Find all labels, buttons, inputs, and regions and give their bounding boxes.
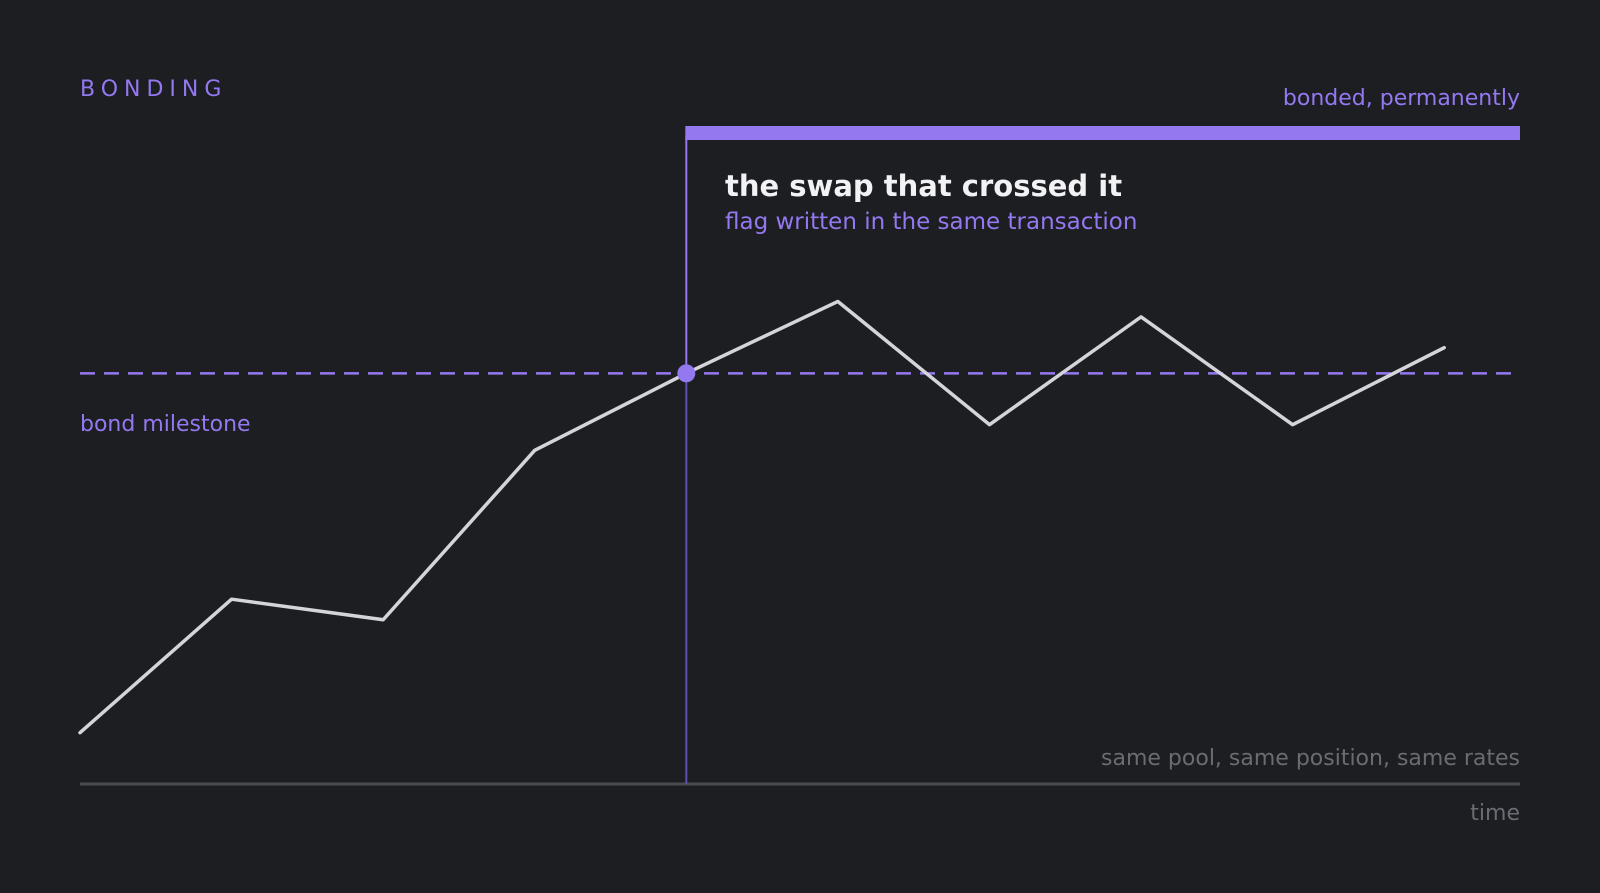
series-line <box>78 299 1446 735</box>
section-label: BONDING <box>80 77 227 102</box>
bonded-bar <box>685 126 1520 140</box>
crossing-title: the swap that crossed it <box>725 169 1122 203</box>
crossing-subtitle: flag written in the same transaction <box>725 209 1137 235</box>
bonded-label: bonded, permanently <box>1283 86 1520 111</box>
x-axis-label: time <box>1470 801 1520 826</box>
baseline-note: same pool, same position, same rates <box>1101 746 1520 771</box>
crossing-point <box>677 364 696 383</box>
milestone-label: bond milestone <box>80 412 251 437</box>
